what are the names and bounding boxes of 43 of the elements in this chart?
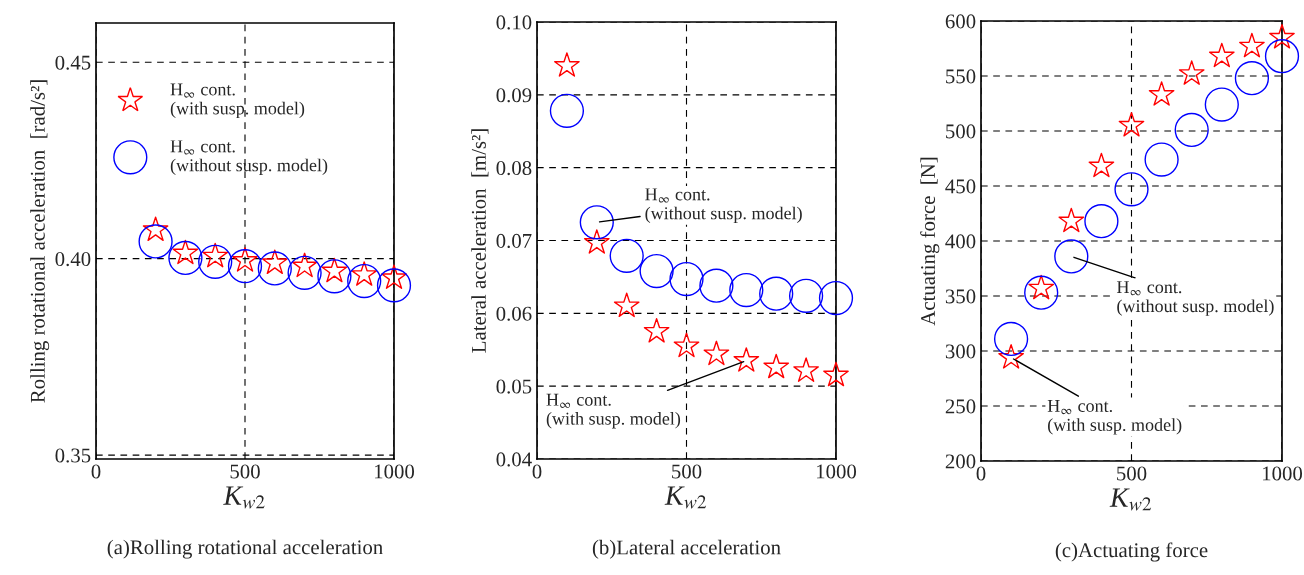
y-tick-label: 500 <box>946 124 976 139</box>
x-tick-label: 500 <box>230 464 260 479</box>
y-tick-label: 450 <box>945 179 976 194</box>
y-tick-label: 0.04 <box>496 452 532 467</box>
x-tick-label: 0 <box>532 464 542 479</box>
legend-label: H$_{∞}$ cont. (with susp. model) <box>170 83 305 119</box>
x-tick-label: 500 <box>1117 466 1147 481</box>
y-tick-label: 0.35 <box>55 448 91 463</box>
y-axis-title: Rolling rotational acceleration [rad/s²] <box>30 80 50 403</box>
annotation: H$_{∞}$ cont. (without susp. model) <box>645 188 802 224</box>
legend-label: H$_{∞}$ cont. (without susp. model) <box>170 140 328 176</box>
y-tick-label: 0.45 <box>55 55 91 70</box>
text: (c)Actuating force <box>1055 542 1208 562</box>
y-tick-label: 0.07 <box>496 233 532 249</box>
y-tick-label: 0.08 <box>496 161 532 176</box>
y-tick-label: 250 <box>945 399 976 414</box>
y-tick-label: 350 <box>945 289 976 304</box>
x-axis-title: K$_{w2}$ <box>664 486 707 509</box>
y-tick-label: 200 <box>945 454 976 469</box>
x-tick-label: 500 <box>672 464 702 479</box>
annotation: H$_{∞}$ cont. (with susp. model) <box>1047 399 1182 435</box>
text: (b)Lateral acceleration <box>592 539 781 559</box>
x-tick-label: 0 <box>91 464 101 479</box>
y-tick-label: 400 <box>945 234 976 249</box>
y-axis-title: Actuating force [N] <box>920 157 940 326</box>
y-tick-label: 0.05 <box>496 379 532 394</box>
y-tick-label: 600 <box>945 14 976 29</box>
annotation: H$_{∞}$ cont. (with susp. model) <box>546 393 681 429</box>
y-tick-label: 0.10 <box>496 15 532 30</box>
x-tick-label: 1000 <box>1263 466 1303 481</box>
text: (a)Rolling rotational acceleration <box>107 539 383 559</box>
annotation: H$_{∞}$ cont. (without susp. model) <box>1116 281 1274 316</box>
x-tick-label: 1000 <box>817 464 857 479</box>
x-tick-label: 1000 <box>375 464 415 479</box>
x-axis-title: K$_{w2}$ <box>1109 488 1152 511</box>
y-tick-label: 0.09 <box>496 88 532 103</box>
x-tick-label: 0 <box>976 466 986 481</box>
y-tick-label: 0.06 <box>496 306 532 321</box>
y-tick-label: 300 <box>945 344 976 359</box>
y-tick-label: 550 <box>946 69 976 84</box>
x-axis-title: K$_{w2}$ <box>223 486 265 509</box>
y-axis-title: Lateral acceleration [m/s²] <box>471 129 489 353</box>
y-tick-label: 0.40 <box>55 252 91 267</box>
